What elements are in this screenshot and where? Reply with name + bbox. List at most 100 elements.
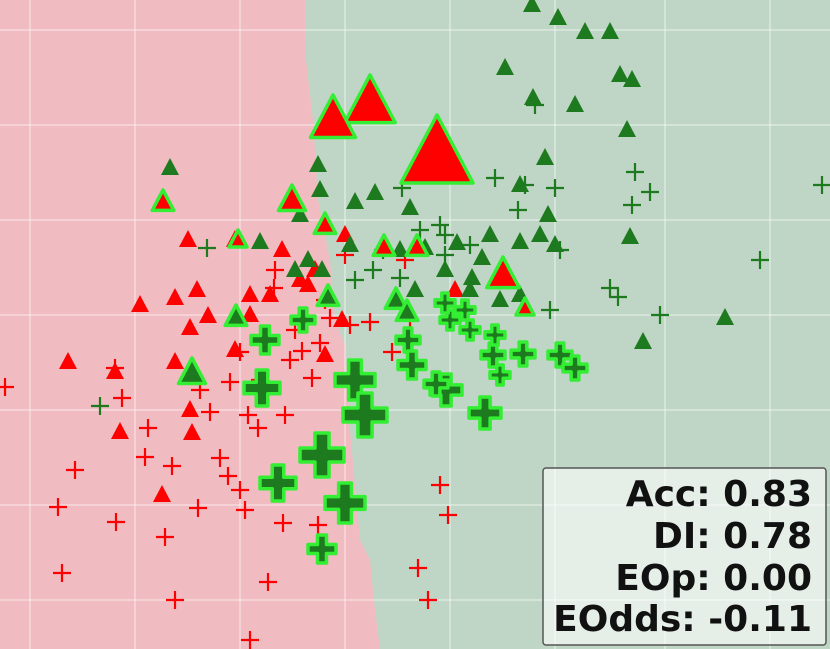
plus-point <box>309 516 327 534</box>
triangle-point <box>131 295 149 312</box>
triangle-point <box>181 318 199 335</box>
highlighted-plus <box>467 395 503 431</box>
triangle-point <box>309 155 327 172</box>
triangle-point <box>341 235 359 252</box>
triangle-point <box>549 8 567 25</box>
plus-point <box>66 461 84 479</box>
plus-point <box>623 196 641 214</box>
plus-point <box>303 369 321 387</box>
triangle-point <box>536 148 554 165</box>
plus-point <box>411 221 429 239</box>
triangle-point <box>346 192 364 209</box>
highlighted-plus <box>561 354 589 382</box>
plus-point <box>163 457 181 475</box>
highlighted-triangle <box>383 286 409 311</box>
plus-point <box>419 591 437 609</box>
plus-point <box>281 351 299 369</box>
plus-point <box>541 301 559 319</box>
triangle-point <box>273 240 291 257</box>
metric-acc: Acc: 0.83 <box>626 474 812 515</box>
triangle-point <box>299 250 317 267</box>
highlighted-triangle <box>312 211 338 236</box>
triangle-point <box>153 485 171 502</box>
triangle-point <box>166 352 184 369</box>
highlighted-plus <box>306 533 338 565</box>
highlighted-plus <box>249 324 281 356</box>
highlighted-triangle <box>315 283 341 308</box>
plus-point <box>198 239 216 257</box>
plus-point <box>91 397 109 415</box>
plus-point <box>249 419 267 437</box>
plus-point <box>641 183 659 201</box>
triangle-point <box>511 175 529 192</box>
triangle-point <box>496 58 514 75</box>
triangle-point <box>634 332 652 349</box>
plus-point <box>113 389 131 407</box>
plus-point <box>751 251 769 269</box>
plus-point <box>0 378 14 396</box>
metric-eodds: EOdds: -0.11 <box>553 599 812 640</box>
highlighted-plus <box>483 323 507 347</box>
plus-point <box>274 514 292 532</box>
metric-eop: EOp: 0.00 <box>615 558 812 599</box>
triangle-point <box>166 288 184 305</box>
triangle-point <box>241 305 259 322</box>
triangle-point <box>446 280 464 297</box>
highlighted-triangle <box>371 233 397 258</box>
triangle-point <box>546 235 564 252</box>
triangle-point <box>621 227 639 244</box>
plus-point <box>391 269 409 287</box>
plus-point <box>364 261 382 279</box>
plus-point <box>201 403 219 421</box>
highlighted-plus <box>298 431 346 479</box>
plus-point <box>107 513 125 531</box>
triangle-point <box>618 120 636 137</box>
highlighted-triangle <box>343 73 397 125</box>
triangle-point <box>523 0 541 12</box>
triangle-point <box>299 275 317 292</box>
triangle-point <box>524 88 542 105</box>
triangle-point <box>463 268 481 285</box>
triangle-point <box>491 290 509 307</box>
plus-point <box>239 406 257 424</box>
triangle-point <box>188 280 206 297</box>
plus-point <box>231 481 249 499</box>
highlighted-triangle <box>223 303 249 328</box>
triangle-point <box>366 183 384 200</box>
plus-point <box>461 236 479 254</box>
triangle-point <box>111 422 129 439</box>
highlighted-plus <box>242 368 282 408</box>
plus-point <box>609 288 627 306</box>
plus-point <box>136 448 154 466</box>
triangle-point <box>576 22 594 39</box>
highlighted-triangle <box>514 296 536 317</box>
plus-point <box>651 306 669 324</box>
highlighted-plus <box>341 391 389 439</box>
triangle-point <box>406 280 424 297</box>
highlighted-plus <box>438 308 462 332</box>
plus-point <box>546 179 564 197</box>
triangle-point <box>511 232 529 249</box>
metric-di: DI: 0.78 <box>653 516 812 557</box>
plus-point <box>49 498 67 516</box>
highlighted-triangle <box>404 233 430 258</box>
triangle-point <box>448 233 466 250</box>
metrics-box <box>542 467 827 646</box>
triangle-point <box>241 285 259 302</box>
triangle-point <box>311 180 329 197</box>
triangle-point <box>199 306 217 323</box>
plus-point <box>241 631 259 649</box>
plus-point <box>276 406 294 424</box>
triangle-point <box>539 205 557 222</box>
plus-point <box>53 564 71 582</box>
plus-point <box>321 309 339 327</box>
triangle-point <box>623 70 641 87</box>
highlighted-triangle <box>227 228 249 249</box>
plus-point <box>266 261 284 279</box>
plus-point <box>509 201 527 219</box>
plus-point <box>293 342 311 360</box>
triangle-point <box>566 95 584 112</box>
plus-point <box>236 501 254 519</box>
